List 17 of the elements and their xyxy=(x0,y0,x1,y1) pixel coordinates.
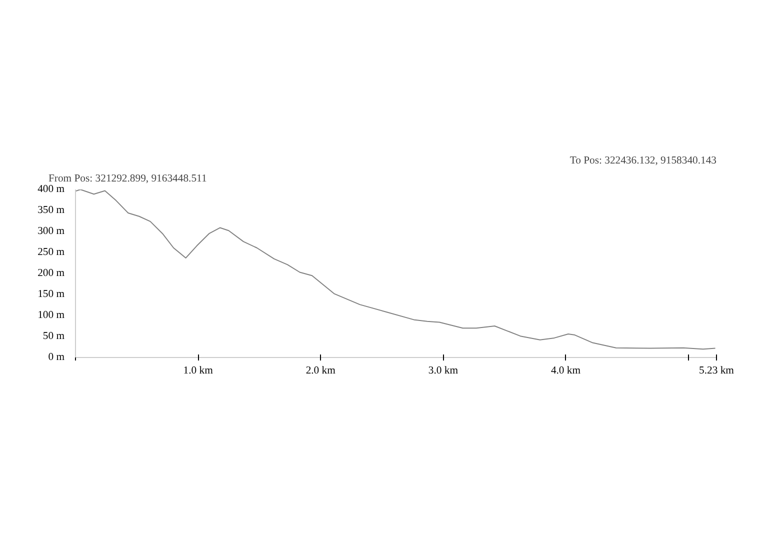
text: From Pos: 321292.899, 9163448.511 xyxy=(48,174,207,184)
y-tick-label: 200 m xyxy=(38,268,66,279)
y-tick-label: 150 m xyxy=(38,289,66,300)
x-tick-label: 3.0 km xyxy=(428,366,459,376)
x-tick-label: 4.0 km xyxy=(550,366,582,376)
y-tick-label: 300 m xyxy=(38,226,66,237)
x-tick-label: 5.23 km xyxy=(699,366,735,376)
y-tick-label: 100 m xyxy=(38,310,66,321)
y-tick-label: 50 m xyxy=(42,331,66,342)
text: To Pos: 322436.132, 9158340.143 xyxy=(570,156,717,166)
y-tick-label: 0 m xyxy=(48,352,66,363)
y-tick-label: 400 m xyxy=(38,184,66,195)
x-tick-label: 2.0 km xyxy=(306,366,336,376)
line-series xyxy=(76,190,716,350)
y-tick-label: 250 m xyxy=(38,247,66,258)
x-tick-label: 1.0 km xyxy=(183,366,214,376)
y-tick-label: 350 m xyxy=(38,205,66,216)
